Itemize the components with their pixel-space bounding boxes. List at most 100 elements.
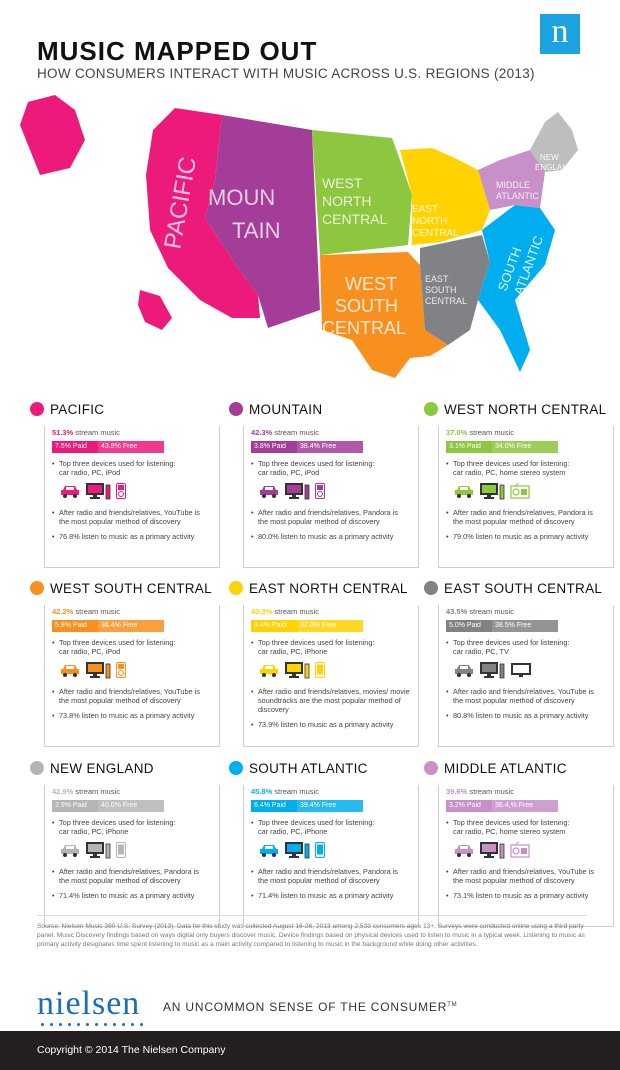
page-subtitle: HOW CONSUMERS INTERACT WITH MUSIC ACROSS… xyxy=(37,66,535,81)
primary-activity-bullet: 71.4% listen to music as a primary activ… xyxy=(251,891,410,900)
stream-percent: 45.8% xyxy=(251,787,273,796)
car-icon xyxy=(60,484,80,503)
devices-bullet: Top three devices used for listening:car… xyxy=(52,459,211,477)
devices-bullet: Top three devices used for listening:car… xyxy=(251,818,410,836)
region-west-south-central-shape xyxy=(320,252,448,378)
region-name: EAST NORTH CENTRAL xyxy=(249,580,408,596)
region-stats-panel: 40.3% stream music 3.4% Paid 37.0% Free … xyxy=(243,605,419,747)
stream-percent: 39.6% xyxy=(446,787,468,796)
region-name: PACIFIC xyxy=(50,401,105,417)
brand-tagline: AN UNCOMMON SENSE OF THE CONSUMERTM xyxy=(163,1000,458,1014)
region-card-header: WEST NORTH CENTRAL xyxy=(424,398,614,420)
discovery-bullet: After radio and friends/relatives, Pando… xyxy=(52,867,211,885)
region-name: WEST SOUTH CENTRAL xyxy=(50,580,212,596)
region-name: MIDDLE ATLANTIC xyxy=(444,760,567,776)
region-name: EAST SOUTH CENTRAL xyxy=(444,580,603,596)
region-color-dot xyxy=(30,761,44,775)
iphone-icon xyxy=(315,661,325,683)
ipod-icon xyxy=(315,482,325,504)
devices-bullet: Top three devices used for listening:car… xyxy=(446,638,605,656)
region-east-south-central-shape xyxy=(420,235,490,345)
region-card-header: MOUNTAIN xyxy=(229,398,419,420)
stream-label: stream music xyxy=(274,428,319,437)
region-pacific-shape xyxy=(146,108,260,318)
region-stats-panel: 42.3% stream music 3.8% Paid 38.4% Free … xyxy=(243,426,419,568)
region-new-england-shape xyxy=(530,112,578,172)
devices-bullet: Top three devices used for listening:car… xyxy=(251,638,410,656)
pc-icon xyxy=(85,661,111,684)
primary-activity-bullet: 71.4% listen to music as a primary activ… xyxy=(52,891,211,900)
page-title: MUSIC MAPPED OUT xyxy=(37,36,318,66)
paid-free-bar: 3.2% Paid 36.4,% Free xyxy=(446,800,558,812)
map-label-mountain-1: MOUN xyxy=(208,185,275,210)
iphone-icon xyxy=(116,841,126,863)
map-label-ma-2: ATLANTIC xyxy=(496,191,539,201)
region-card-header: EAST NORTH CENTRAL xyxy=(229,577,419,599)
free-segment: 43.8% Free xyxy=(98,441,164,453)
discovery-bullet: After radio and friends/relatives, Pando… xyxy=(446,508,605,526)
discovery-bullet: After radio and friends/relatives, YouTu… xyxy=(52,687,211,705)
free-segment: 40.0% Free xyxy=(98,800,164,812)
free-segment: 38.4% Free xyxy=(297,441,363,453)
region-pacific-hawaii-shape xyxy=(138,290,172,330)
region-color-dot xyxy=(424,761,438,775)
devices-bullet: Top three devices used for listening:car… xyxy=(251,459,410,477)
region-card-header: NEW ENGLAND xyxy=(30,757,220,779)
stream-label: stream music xyxy=(274,787,319,796)
region-card-new-england: NEW ENGLAND 42.9% stream music 2.9% Paid… xyxy=(30,757,220,927)
region-stats-panel: 42.9% stream music 2.9% Paid 40.0% Free … xyxy=(44,785,220,927)
region-card-header: PACIFIC xyxy=(30,398,220,420)
ipod-icon xyxy=(116,482,126,504)
map-label-esc-3: CENTRAL xyxy=(425,296,467,306)
paid-segment: 6.4% Paid xyxy=(251,800,297,812)
device-icons xyxy=(60,661,211,684)
car-icon xyxy=(60,843,80,862)
region-east-north-central-shape xyxy=(400,148,490,245)
stream-percent: 42.3% xyxy=(251,428,273,437)
primary-activity-bullet: 80.8% listen to music as a primary activ… xyxy=(446,711,605,720)
devices-bullet: Top three devices used for listening:car… xyxy=(52,818,211,836)
ipod-icon xyxy=(116,661,126,683)
region-card-east-south-central: EAST SOUTH CENTRAL 43.5% stream music 5.… xyxy=(424,577,614,747)
region-color-dot xyxy=(424,581,438,595)
stream-stat: 40.3% stream music xyxy=(251,607,410,618)
device-icons xyxy=(259,841,410,862)
map-label-wsc-3: CENTRAL xyxy=(322,318,406,338)
devices-bullet: Top three devices used for listening:car… xyxy=(446,459,605,477)
pc-icon xyxy=(85,841,111,864)
free-segment: 36.4% Free xyxy=(98,620,164,632)
map-label-ne-2: ENGLAND xyxy=(535,163,574,172)
region-color-dot xyxy=(30,402,44,416)
paid-segment: 3.2% Paid xyxy=(446,800,492,812)
device-icons xyxy=(454,482,605,505)
primary-activity-bullet: 73.1% listen to music as a primary activ… xyxy=(446,891,605,900)
stream-stat: 37.0% stream music xyxy=(446,428,605,439)
free-segment: 37.0% Free xyxy=(297,620,363,632)
paid-segment: 5.8% Paid xyxy=(52,620,98,632)
map-label-esc-2: SOUTH xyxy=(425,285,457,295)
stream-label: stream music xyxy=(469,787,514,796)
devices-bullet: Top three devices used for listening:car… xyxy=(52,638,211,656)
nielsen-wordmark-dots xyxy=(41,1023,143,1026)
region-west-north-central-shape xyxy=(312,130,412,255)
car-icon xyxy=(259,843,279,862)
map-label-enc-3: CENTRAL xyxy=(412,228,459,239)
primary-activity-bullet: 76.8% listen to music as a primary activ… xyxy=(52,532,211,541)
paid-free-bar: 6.4% Paid 39.4% Free xyxy=(251,800,363,812)
stream-percent: 42.9% xyxy=(52,787,74,796)
primary-activity-bullet: 73.8% listen to music as a primary activ… xyxy=(52,711,211,720)
region-south-atlantic-shape xyxy=(478,205,555,372)
car-icon xyxy=(259,663,279,682)
pc-icon xyxy=(85,482,111,505)
region-mountain-shape xyxy=(205,115,320,328)
paid-free-bar: 5.8% Paid 36.4% Free xyxy=(52,620,164,632)
discovery-bullet: After radio and friends/relatives, movie… xyxy=(251,687,410,714)
pc-icon xyxy=(284,482,310,505)
device-icons xyxy=(454,661,605,681)
region-card-header: SOUTH ATLANTIC xyxy=(229,757,419,779)
paid-free-bar: 3.8% Paid 38.4% Free xyxy=(251,441,363,453)
footer-bar: Copyright © 2014 The Nielsen Company xyxy=(0,1031,620,1070)
pc-icon xyxy=(479,482,505,505)
stream-percent: 51.3% xyxy=(52,428,74,437)
region-pacific-alaska-shape xyxy=(20,95,85,175)
